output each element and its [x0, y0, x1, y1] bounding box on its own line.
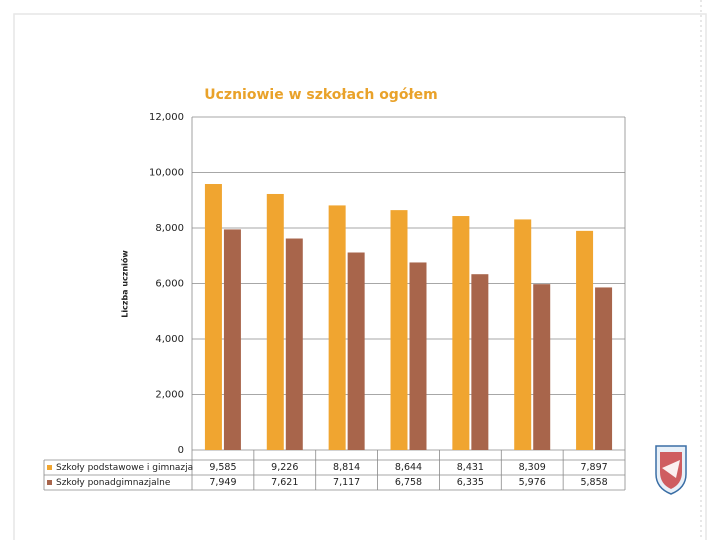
value-label: 7,621	[271, 477, 298, 488]
y-tick-label: 12,000	[149, 112, 184, 123]
bar	[595, 287, 613, 450]
value-label: 7,117	[333, 477, 360, 488]
value-label: 5,858	[580, 477, 607, 488]
bar	[533, 284, 551, 450]
bar	[328, 205, 346, 450]
bar	[409, 262, 427, 450]
y-tick-label: 0	[178, 445, 184, 456]
value-label: 5,976	[519, 477, 546, 488]
bar	[347, 252, 365, 450]
value-label: 7,897	[580, 462, 607, 473]
bar	[285, 238, 303, 450]
y-tick-label: 2,000	[155, 390, 184, 401]
bar	[390, 210, 408, 450]
crest	[655, 445, 687, 495]
bar	[266, 193, 284, 450]
value-label: 8,644	[395, 462, 422, 473]
bar	[223, 229, 241, 450]
bar	[452, 216, 470, 450]
bar	[576, 230, 594, 450]
legend-label: Szkoły ponadgimnazjalne	[56, 478, 171, 488]
y-tick-label: 6,000	[155, 279, 184, 290]
y-tick-label: 8,000	[155, 223, 184, 234]
value-label: 6,758	[395, 477, 422, 488]
value-label: 7,949	[209, 477, 236, 488]
legend-label: Szkoły podstawowe i gimnazja	[56, 463, 193, 473]
value-label: 8,309	[519, 462, 546, 473]
value-label: 6,335	[457, 477, 484, 488]
crest-figure	[662, 460, 680, 478]
value-label: 8,431	[457, 462, 484, 473]
legend-swatch	[47, 465, 52, 470]
slide-frame	[13, 13, 707, 540]
value-label: 9,585	[209, 462, 236, 473]
value-label: 9,226	[271, 462, 298, 473]
y-axis-label: Liczba uczniów	[120, 250, 130, 318]
bar	[471, 274, 489, 450]
bar	[514, 219, 532, 450]
legend-swatch	[47, 480, 52, 485]
y-tick-label: 4,000	[155, 334, 184, 345]
bar	[204, 184, 222, 451]
chart-title: Uczniowie w szkołach ogółem	[204, 87, 437, 103]
value-label: 8,814	[333, 462, 360, 473]
y-tick-label: 10,000	[149, 168, 184, 179]
